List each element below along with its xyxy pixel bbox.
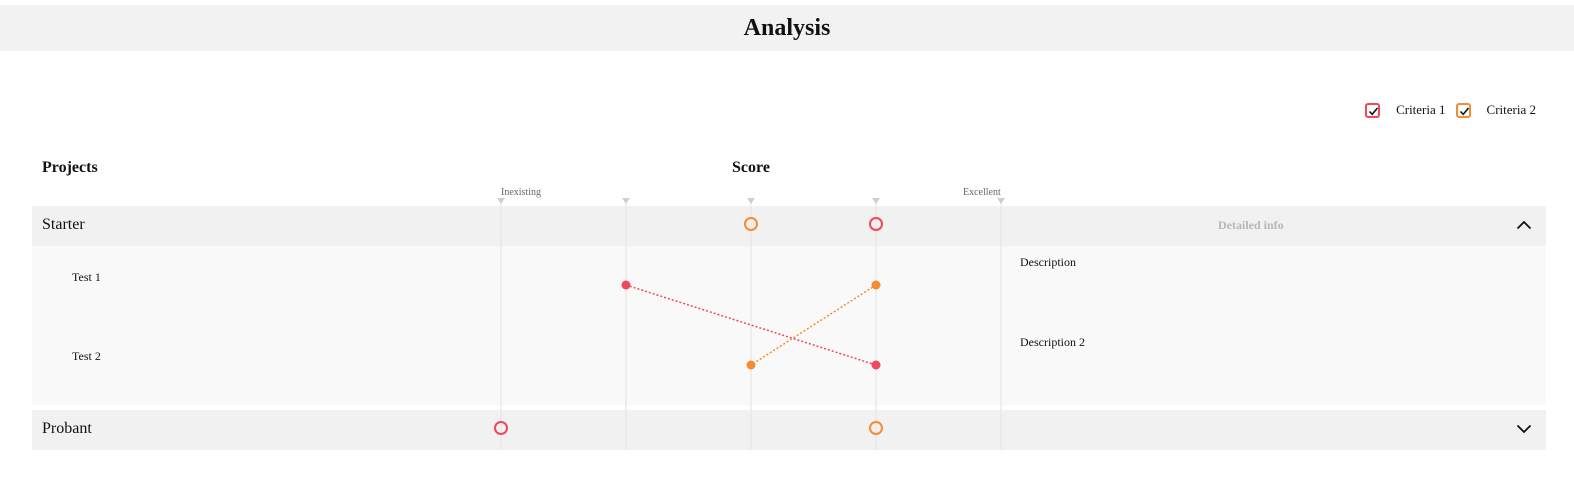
test-name-2: Test 2	[72, 349, 101, 363]
group-name: Probant	[42, 420, 92, 437]
criteria-1-label: Criteria 1	[1396, 102, 1446, 117]
tick-marker-1	[497, 198, 505, 204]
group-row-starter[interactable]: Starter Detailed info	[32, 206, 1546, 246]
tick-marker-5	[997, 198, 1005, 204]
legend: Criteria 1 Criteria 2	[1355, 102, 1536, 118]
scale-max-label: Excellent	[963, 187, 1001, 198]
chevron-down-icon[interactable]	[1516, 422, 1532, 440]
criteria-1-checkbox[interactable]	[1365, 102, 1381, 118]
group-name: Starter	[42, 216, 85, 233]
starter-tests-panel	[32, 246, 1546, 405]
test-description-1: Description	[1020, 255, 1076, 269]
test-name-1: Test 1	[72, 270, 101, 284]
page-title: Analysis	[743, 14, 831, 41]
tick-marker-4	[872, 198, 880, 204]
scale-min-label: Inexisting	[501, 187, 541, 198]
criteria-2-label: Criteria 2	[1486, 102, 1536, 117]
detailed-info-button[interactable]: Detailed info	[1218, 218, 1284, 232]
check-icon	[1459, 106, 1469, 115]
projects-header: Projects	[42, 159, 98, 176]
chevron-up-icon[interactable]	[1516, 218, 1532, 236]
check-icon	[1368, 106, 1379, 115]
group-row-probant[interactable]: Probant	[32, 410, 1546, 450]
tick-marker-2	[622, 198, 630, 204]
test-description-2: Description 2	[1020, 335, 1085, 349]
criteria-2-checkbox[interactable]	[1455, 102, 1471, 118]
legend-item-criteria-1[interactable]: Criteria 1	[1365, 102, 1446, 118]
title-bar: Analysis	[0, 5, 1574, 51]
legend-item-criteria-2[interactable]: Criteria 2	[1455, 102, 1536, 118]
score-header: Score	[732, 159, 770, 176]
tick-marker-3	[747, 198, 755, 204]
